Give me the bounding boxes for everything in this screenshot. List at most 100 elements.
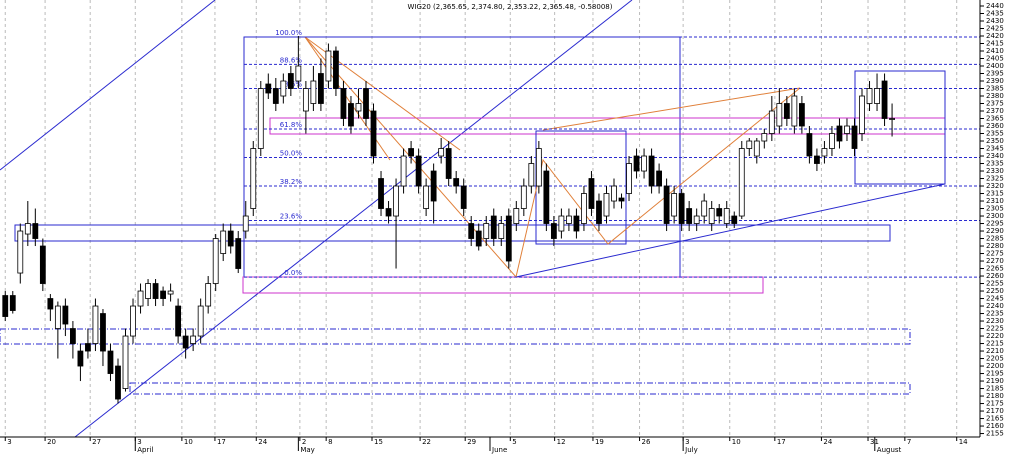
candle-body [468, 223, 475, 239]
x-tick-label: 5 [512, 438, 516, 446]
x-tick-label: 24 [823, 438, 832, 446]
candle-body [701, 200, 708, 217]
candle-body [9, 295, 16, 311]
candle-body [716, 208, 723, 217]
y-tick-label: 2185 [986, 385, 1004, 393]
candle-body [348, 103, 354, 127]
y-tick-label: 2435 [986, 10, 1004, 18]
candle-body [182, 335, 189, 349]
fib-label: 100.0% [275, 29, 302, 37]
x-tick-label: 8 [328, 438, 332, 446]
candles [2, 36, 895, 404]
candle-body [69, 328, 76, 344]
fib-label: 23.6% [280, 213, 303, 221]
candle-body [490, 215, 497, 239]
candle-body [618, 197, 625, 202]
candle-body [671, 193, 678, 217]
y-tick-label: 2300 [986, 212, 1004, 220]
candle-body [363, 88, 369, 119]
candle-body [39, 245, 46, 284]
x-tick-label: 15 [374, 438, 383, 446]
candle-body [167, 290, 174, 295]
zone-box [129, 382, 911, 395]
y-tick-label: 2355 [986, 130, 1004, 138]
candle-body [235, 238, 242, 269]
candle-body [798, 103, 805, 127]
axis-labels: 2155216021652170217521802185219021952200… [4, 2, 1004, 454]
candle-body [423, 185, 430, 209]
x-tick-label: 7 [907, 438, 911, 446]
y-tick-label: 2410 [986, 47, 1004, 55]
candle-body [603, 193, 610, 217]
candle-body [100, 313, 106, 352]
y-tick-label: 2195 [986, 370, 1004, 378]
zone-box [242, 276, 764, 294]
candle-body [821, 148, 828, 157]
candle-body [581, 193, 587, 224]
candle-body [130, 305, 136, 337]
candle-body [543, 170, 550, 224]
y-tick-label: 2245 [986, 295, 1004, 303]
candle-body [648, 155, 655, 187]
zone-box [14, 224, 891, 242]
fib-label: 61.8% [280, 121, 303, 129]
candle-body [829, 133, 835, 149]
y-tick-label: 2335 [986, 160, 1004, 168]
y-tick-label: 2415 [986, 40, 1004, 48]
y-tick-label: 2395 [986, 70, 1004, 78]
candle-body [325, 50, 332, 82]
candle-body [528, 163, 535, 187]
y-tick-label: 2360 [986, 122, 1004, 130]
y-tick-label: 2170 [986, 407, 1004, 415]
candle-body [776, 103, 783, 127]
candle-body [596, 200, 602, 224]
candle-body [663, 185, 670, 224]
candle-body [92, 305, 99, 344]
candle-body [633, 155, 640, 172]
candle-body [588, 178, 595, 209]
y-tick-label: 2385 [986, 85, 1004, 93]
candle-body [197, 305, 204, 337]
candle-body [505, 215, 512, 262]
candle-body [160, 290, 166, 299]
x-tick-label: 3 [137, 438, 141, 446]
candle-body [205, 283, 212, 307]
candle-body [708, 208, 715, 224]
candle-body [227, 230, 234, 247]
y-tick-label: 2190 [986, 377, 1004, 385]
candle-body [483, 223, 490, 239]
y-tick-label: 2330 [986, 167, 1004, 175]
candle-body [626, 163, 632, 194]
candle-body [250, 148, 257, 209]
y-tick-label: 2365 [986, 115, 1004, 123]
y-tick-label: 2345 [986, 145, 1004, 153]
candle-body [783, 103, 790, 119]
x-tick-label: 3 [685, 438, 689, 446]
month-label: April [137, 446, 153, 454]
fib-label: 38.2% [280, 178, 303, 186]
candle-body [122, 335, 129, 389]
y-tick-label: 2260 [986, 272, 1004, 280]
y-tick-label: 2155 [986, 430, 1004, 438]
zone-box [0, 328, 911, 345]
candle-body [47, 298, 54, 310]
y-tick-label: 2310 [986, 197, 1004, 205]
candle-body [498, 223, 505, 239]
candle-body [573, 215, 580, 232]
candle-body [520, 185, 527, 209]
candle-body [791, 95, 798, 127]
candle-body [152, 283, 159, 299]
y-tick-label: 2240 [986, 302, 1004, 310]
y-tick-label: 2265 [986, 265, 1004, 273]
candle-body [115, 365, 121, 400]
y-tick-label: 2325 [986, 175, 1004, 183]
y-tick-label: 2315 [986, 190, 1004, 198]
candle-body [242, 215, 249, 232]
y-tick-label: 2220 [986, 332, 1004, 340]
y-tick-label: 2405 [986, 55, 1004, 63]
y-tick-label: 2440 [986, 2, 1004, 10]
candle-body [85, 343, 91, 352]
y-tick-label: 2165 [986, 415, 1004, 423]
x-tick-label: 27 [92, 438, 101, 446]
candle-body [257, 88, 264, 149]
